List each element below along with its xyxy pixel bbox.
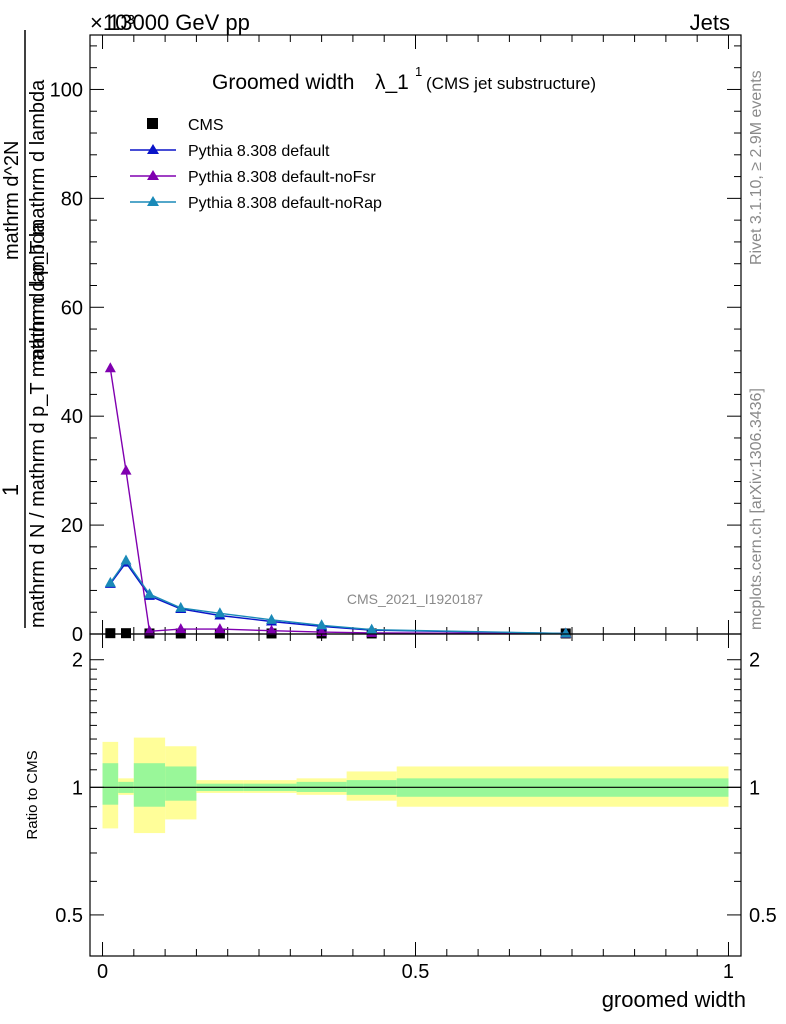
- main-ytick-label: 60: [61, 297, 83, 319]
- mcplots-label: mcplots.cern.ch [arXiv:1306.3436]: [748, 388, 765, 630]
- main-ytick-label: 0: [72, 624, 83, 646]
- exponent-label: ×10³: [90, 10, 135, 35]
- ratio-axis-ticks: [90, 634, 741, 956]
- main-ytick-label: 40: [61, 406, 83, 428]
- ratio-ytick-label: 2: [72, 650, 83, 672]
- cms-data-point: [120, 628, 131, 639]
- legend-label-nofsr: Pythia 8.308 default-noFsr: [188, 169, 376, 186]
- main-ytick-label: 20: [61, 515, 83, 537]
- series-line-nofsr: [109, 368, 566, 635]
- ratio-ytick-label-right: 2: [749, 650, 760, 672]
- point-nofsr: [120, 464, 132, 475]
- main-ylabel-dpt: mathrm d p_T mathrm d lambda: [27, 79, 49, 365]
- legend-label-cms: CMS: [188, 117, 224, 134]
- ratio-ylabel: Ratio to CMS: [24, 750, 41, 839]
- main-ytick-label: 80: [61, 188, 83, 210]
- title-lambda: λ_1: [375, 71, 409, 94]
- point-norap: [143, 588, 155, 599]
- legend-label-norap: Pythia 8.308 default-noRap: [188, 195, 382, 212]
- legend-marker-nofsr: [147, 170, 159, 180]
- cms-data-point: [105, 628, 116, 639]
- x-axis-label: groomed width: [602, 987, 746, 1012]
- main-ylabel-denominator: mathrm d N / mathrm d p_T mathrm d lambd…: [27, 221, 49, 628]
- ratio-ytick-label-right: 0.5: [749, 905, 777, 927]
- point-nofsr: [266, 624, 278, 635]
- point-norap: [266, 613, 278, 624]
- legend-label-default: Pythia 8.308 default: [188, 143, 330, 160]
- x-tick-label: 0: [97, 961, 108, 983]
- point-norap: [120, 554, 132, 565]
- ratio-ytick-label: 1: [72, 777, 83, 799]
- ratio-stat-band: [102, 763, 119, 805]
- point-norap: [104, 576, 116, 587]
- point-norap: [366, 623, 378, 634]
- ratio-bands-layer: [102, 737, 729, 834]
- main-ylabel: 1 mathrm d N / mathrm d p_T mathrm d lam…: [0, 30, 49, 628]
- ratio-ytick-label: 0.5: [55, 905, 83, 927]
- legend-marker-default: [147, 144, 159, 154]
- title-superscript: 1: [415, 64, 422, 79]
- rivet-label: Rivet 3.1.10, ≥ 2.9M events: [748, 70, 765, 265]
- process-label: Jets: [690, 10, 730, 35]
- main-axis-ticks: [90, 35, 741, 635]
- point-norap: [214, 607, 226, 618]
- x-tick-labels: 0 0.5 1: [97, 961, 734, 983]
- series-line-default: [109, 561, 566, 635]
- ratio-y-tick-labels: 0.5 1 2: [55, 650, 83, 927]
- plot-title: Groomed width λ_1 1 (CMS jet substructur…: [212, 64, 596, 94]
- main-series-layer: [104, 362, 572, 639]
- title-main: Groomed width: [212, 71, 354, 94]
- title-subtitle: (CMS jet substructure): [426, 74, 596, 93]
- point-nofsr: [143, 625, 155, 636]
- x-tick-label: 1: [723, 961, 734, 983]
- ratio-ytick-label-right: 1: [749, 777, 760, 799]
- main-ytick-label: 100: [50, 79, 83, 101]
- legend-marker-cms: [147, 118, 158, 129]
- point-norap: [316, 619, 328, 630]
- main-ylabel-dsigma: mathrm d^2N: [1, 141, 23, 260]
- main-ylabel-numerator: 1: [0, 484, 23, 496]
- point-nofsr: [175, 623, 187, 634]
- analysis-watermark: CMS_2021_I1920187: [347, 591, 483, 607]
- ratio-y-tick-labels-right: 0.5 1 2: [749, 650, 777, 927]
- point-nofsr: [214, 623, 226, 634]
- ratio-stat-band: [165, 766, 197, 801]
- energy-label: 13000 GeV pp: [108, 10, 250, 35]
- main-y-tick-labels: 0 20 40 60 80 100: [50, 79, 83, 646]
- legend-marker-norap: [147, 196, 159, 206]
- point-norap: [560, 627, 572, 638]
- point-nofsr: [104, 362, 116, 373]
- series-line-norap: [109, 559, 566, 635]
- legend: CMS Pythia 8.308 default Pythia 8.308 de…: [130, 117, 382, 212]
- ratio-stat-band: [133, 763, 166, 807]
- point-norap: [175, 601, 187, 612]
- x-tick-label: 0.5: [402, 961, 430, 983]
